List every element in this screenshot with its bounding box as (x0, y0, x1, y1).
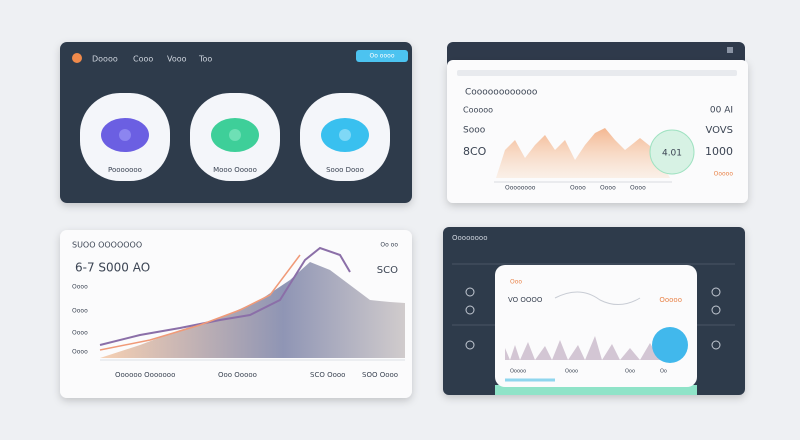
axis-label: Oooo (72, 330, 88, 337)
badge (649, 129, 695, 175)
value: SCO (377, 265, 398, 276)
footer-bar (495, 385, 697, 395)
card-label: VO OOOO (508, 296, 543, 304)
label: 8CO (463, 145, 487, 158)
value: VOVS (705, 125, 733, 136)
card-icon-dot (119, 129, 131, 141)
panel-title: SUOO OOOOOOO (72, 241, 142, 250)
footer-label: SOO Oooo (362, 371, 398, 379)
axis-label: Oooo (72, 284, 88, 291)
label: Sooo (463, 126, 486, 136)
card-value: Ooooo (659, 296, 682, 304)
footer-label: Oooooooo (505, 185, 536, 192)
icon (727, 47, 733, 53)
line-shape (99, 254, 301, 351)
axis-label: Oooo (72, 349, 88, 356)
icon[interactable] (711, 287, 721, 297)
sparkline (554, 291, 641, 305)
footer-label: Oo (660, 369, 667, 375)
footer-label: Oooo (565, 369, 578, 375)
footer-label: Oooo (630, 185, 646, 192)
card-title: Ooo (510, 279, 522, 286)
area-shape (496, 128, 670, 178)
button[interactable] (356, 50, 408, 62)
card-label: Sooo Dooo (326, 166, 364, 174)
nav-item[interactable]: Too (198, 55, 212, 64)
badge-label: 4.01 (662, 149, 682, 159)
badge (652, 327, 688, 363)
icon[interactable] (465, 305, 475, 315)
logo (72, 53, 82, 63)
card-label: Mooo Ooooo (213, 166, 257, 174)
nav-item[interactable]: Doooo (92, 55, 118, 64)
footer-label: Ooooo (510, 369, 526, 375)
card-group: Pooooooo Mooo Ooooo Sooo Dooo (80, 93, 390, 181)
panel-header: Oooooooo (452, 234, 488, 242)
footer-label: Ooo Ooooo (218, 371, 257, 379)
nav-item[interactable]: Cooo (133, 55, 153, 64)
footer-label: SCO Oooo (310, 371, 345, 379)
button-label[interactable]: Oo oooo (370, 53, 395, 60)
footer-label: Oooo (570, 185, 586, 192)
icon[interactable] (711, 340, 721, 350)
card-icon-dot (339, 129, 351, 141)
nav-item[interactable]: Vooo (167, 55, 187, 64)
strip (457, 70, 737, 76)
footer-label: Oooo (600, 185, 616, 192)
icon[interactable] (465, 287, 475, 297)
headline: 6-7 S000 AO (75, 261, 150, 275)
label: Cooooo (463, 106, 493, 115)
icon[interactable] (465, 340, 475, 350)
panel-title: Coooooooooooo (465, 88, 538, 98)
footer-label: Ooo (625, 369, 635, 375)
card-label: Pooooooo (108, 166, 142, 174)
icon[interactable] (711, 305, 721, 315)
footer-label: Oooooo Ooooooo (115, 371, 175, 379)
bars-shape (505, 336, 660, 360)
label: Oo oo (380, 242, 398, 249)
area-shape (100, 262, 405, 358)
line-shape (99, 246, 351, 346)
axis-label: Oooo (72, 308, 88, 315)
footer-label: Ooooo (714, 171, 734, 178)
card-icon-dot (229, 129, 241, 141)
value: 00 AI (710, 106, 733, 116)
value: 1000 (705, 145, 733, 158)
